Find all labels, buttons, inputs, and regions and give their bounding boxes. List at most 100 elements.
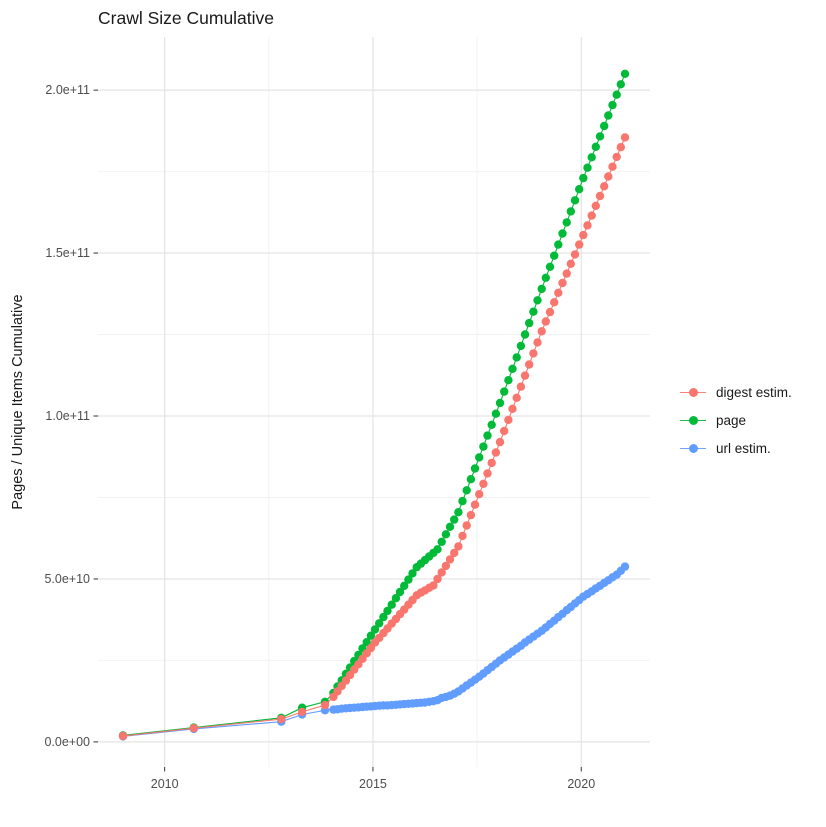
series-point-page — [541, 273, 550, 282]
series-point-digest-estim — [462, 521, 471, 530]
legend-item-url-estim: url estim. — [680, 434, 792, 462]
series-point-digest-estim — [604, 172, 613, 181]
series-point-digest-estim — [616, 143, 625, 152]
series-point-digest-estim — [483, 469, 492, 478]
series-point-page — [366, 631, 376, 640]
series-point-digest-estim — [508, 404, 517, 413]
series-point-digest-estim — [495, 437, 505, 447]
series-point-page — [570, 196, 580, 205]
x-tick-label: 2020 — [567, 777, 596, 791]
series-point-digest-estim — [470, 500, 480, 509]
series-point-page — [475, 453, 484, 462]
series-point-digest-estim — [591, 201, 600, 210]
series-point-page — [529, 307, 538, 316]
series-point-digest-estim — [562, 269, 571, 278]
series-point-digest-estim — [297, 707, 307, 717]
series-point-page — [545, 262, 555, 271]
series-point-digest-estim — [566, 259, 575, 268]
series-point-page — [433, 545, 442, 554]
series-point-page — [516, 341, 526, 351]
x-tick-label: 2015 — [359, 777, 387, 791]
series-point-page — [408, 569, 417, 578]
legend-key-icon — [680, 441, 706, 455]
series-point-digest-estim — [118, 731, 128, 741]
series-point-digest-estim — [545, 307, 555, 317]
series-point-page — [437, 537, 446, 546]
series-point-page — [370, 625, 380, 634]
series-point-digest-estim — [575, 240, 584, 249]
y-tick-label: 1.0e+11 — [45, 409, 90, 423]
series-point-page — [620, 69, 630, 79]
series-point-page — [533, 296, 542, 305]
series-point-page — [479, 442, 488, 451]
series-point-digest-estim — [475, 490, 484, 499]
y-tick-label: 2.0e+11 — [45, 83, 90, 98]
x-tick-label: 2010 — [150, 777, 179, 791]
legend-key-dot — [688, 443, 698, 453]
series-point-page — [608, 100, 617, 110]
series-point-digest-estim — [620, 133, 630, 142]
series-point-page — [466, 475, 476, 484]
y-tick-label: 1.5e+11 — [45, 246, 90, 261]
series-point-digest-estim — [277, 714, 286, 724]
series-point-page — [445, 522, 455, 531]
series-point-digest-estim — [320, 700, 330, 710]
series-point-page — [591, 142, 600, 151]
series-point-page — [558, 229, 567, 238]
legend-item-label: page — [716, 412, 747, 428]
series-line-url-estim — [122, 566, 626, 737]
legend-item-label: digest estim. — [716, 384, 792, 400]
series-point-digest-estim — [500, 426, 509, 436]
series-point-digest-estim — [504, 415, 513, 425]
series-point-page — [583, 163, 592, 172]
series-point-digest-estim — [583, 221, 592, 230]
series-point-digest-estim — [554, 288, 563, 297]
series-point-digest-estim — [189, 724, 198, 733]
legend-item-digest-estim: digest estim. — [680, 378, 792, 406]
legend-key-icon — [680, 413, 706, 427]
y-tick-label: 5.0e+10 — [44, 571, 90, 586]
series-point-digest-estim — [479, 479, 488, 488]
series-point-digest-estim — [541, 317, 550, 326]
series-point-digest-estim — [600, 182, 609, 191]
series-point-digest-estim — [612, 152, 621, 162]
series-point-digest-estim — [450, 548, 459, 558]
series-point-digest-estim — [550, 298, 559, 307]
series-point-page — [512, 353, 521, 362]
series-point-page — [550, 251, 559, 260]
chart-title: Crawl Size Cumulative — [98, 8, 275, 28]
series-point-page — [487, 420, 496, 429]
series-point-digest-estim — [570, 250, 580, 259]
series-point-digest-estim — [537, 327, 546, 336]
series-point-digest-estim — [441, 561, 451, 571]
series-point-digest-estim — [445, 555, 455, 564]
series-point-page — [600, 121, 609, 131]
series-point-page — [462, 486, 471, 495]
series-point-page — [579, 173, 588, 183]
series-point-digest-estim — [433, 574, 442, 584]
series-point-page — [504, 376, 513, 385]
series-point-digest-estim — [487, 458, 496, 468]
series-point-page — [508, 364, 517, 373]
series-point-page — [383, 606, 392, 616]
y-axis-title: Pages / Unique Items Cumulative — [10, 294, 26, 510]
series-point-page — [595, 132, 605, 141]
series-point-page — [450, 515, 459, 524]
series-point-page — [616, 80, 625, 89]
series-point-digest-estim — [595, 191, 605, 201]
legend-key-dot — [688, 387, 698, 397]
series-point-page — [379, 612, 388, 622]
series-point-page — [612, 90, 621, 99]
series-point-digest-estim — [516, 382, 526, 391]
series-point-page — [537, 284, 546, 294]
series-point-digest-estim — [533, 338, 542, 347]
series-point-digest-estim — [437, 568, 446, 577]
series-point-page — [491, 409, 501, 418]
legend-item-label: url estim. — [716, 440, 771, 456]
series-point-digest-estim — [491, 448, 501, 457]
series-point-digest-estim — [579, 230, 588, 240]
series-point-page — [562, 218, 571, 227]
series-point-page — [587, 153, 596, 162]
series-point-page — [604, 111, 613, 120]
